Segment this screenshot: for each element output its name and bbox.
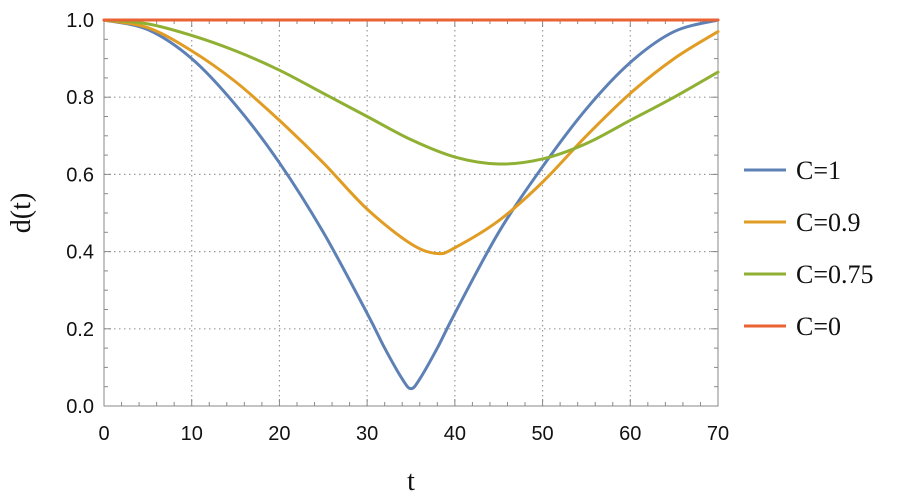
- x-tick-label: 60: [619, 423, 641, 445]
- legend-label-c-0: C=0: [796, 312, 841, 341]
- y-axis-label: d(t): [6, 193, 37, 233]
- x-tick-label: 10: [181, 423, 203, 445]
- y-tick-label: 1.0: [66, 10, 94, 32]
- legend-label-c-0-9: C=0.9: [796, 208, 861, 237]
- x-axis-label: t: [407, 466, 415, 497]
- y-tick-label: 0.6: [66, 164, 94, 186]
- x-tick-label: 70: [707, 423, 729, 445]
- x-tick-label: 30: [356, 423, 378, 445]
- grid-lines: [104, 20, 718, 406]
- x-tick-label: 0: [98, 423, 109, 445]
- x-tick-label: 50: [531, 423, 553, 445]
- x-tick-labels: 0 10 20 30 40 50 60 70: [98, 423, 729, 445]
- plot-frame: [103, 19, 719, 407]
- y-tick-label: 0.2: [66, 319, 94, 341]
- y-tick-label: 0.0: [66, 396, 94, 418]
- legend-label-c-0-75: C=0.75: [796, 260, 874, 289]
- series-lines: [102, 18, 720, 391]
- series-line-c-1: [102, 18, 720, 391]
- series-line-c-0-75: [102, 18, 720, 166]
- legend: C=1 C=0.9 C=0.75 C=0: [744, 156, 874, 341]
- x-tick-label: 20: [268, 423, 290, 445]
- legend-label-c-1: C=1: [796, 156, 841, 185]
- y-tick-labels: 0.0 0.2 0.4 0.6 0.8 1.0: [66, 10, 94, 418]
- y-tick-label: 0.4: [66, 242, 94, 264]
- series-line-c-0-9: [102, 18, 720, 256]
- x-tick-label: 40: [444, 423, 466, 445]
- axis-ticks: [103, 19, 719, 407]
- y-tick-label: 0.8: [66, 87, 94, 109]
